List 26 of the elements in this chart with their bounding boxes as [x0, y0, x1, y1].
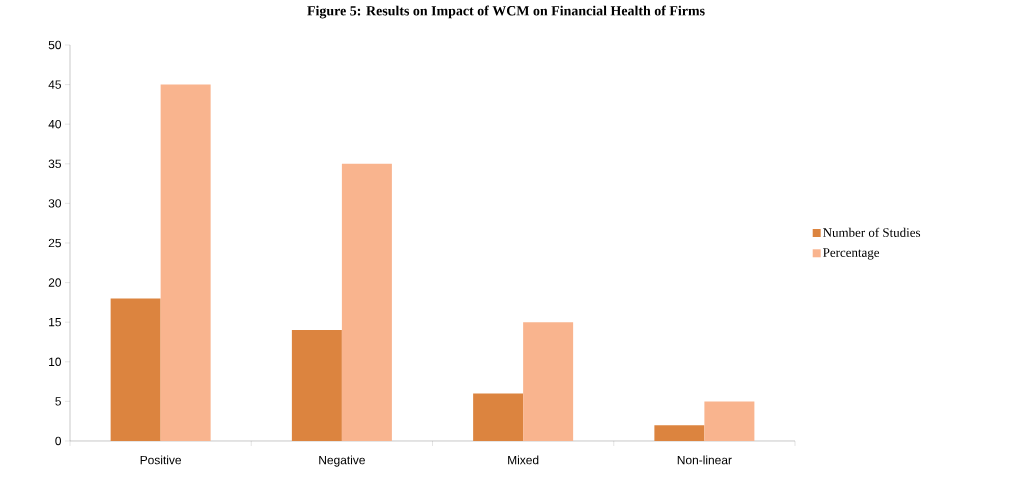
legend-label: Percentage	[823, 248, 880, 260]
chart-title: Figure 5: Results on Impact of WCM on Financial Health of Firms	[307, 5, 705, 19]
bar	[704, 401, 755, 441]
x-tick-label: Negative	[319, 455, 365, 467]
bar	[110, 298, 161, 441]
bar	[654, 425, 705, 441]
y-tick-label: 5	[55, 397, 61, 406]
bar	[291, 330, 342, 441]
y-tick-label: 35	[48, 159, 61, 169]
y-tick-label: 30	[48, 199, 62, 208]
bar	[473, 393, 524, 441]
y-tick-label: 45	[48, 80, 61, 89]
y-tick-label: 40	[48, 119, 62, 129]
y-tick-label: 15	[49, 318, 61, 327]
bar	[341, 163, 392, 441]
bar	[523, 322, 574, 441]
bar	[160, 84, 211, 441]
y-tick-label: 25	[48, 238, 61, 248]
x-tick-label: Mixed	[508, 455, 539, 465]
x-tick-label: Positive	[140, 455, 182, 465]
y-tick-label: 50	[48, 40, 62, 50]
y-tick-label: 0	[55, 436, 62, 446]
y-tick-label: 20	[48, 278, 62, 287]
y-tick-label: 10	[49, 357, 62, 367]
legend-label: Number of Studies	[823, 227, 921, 237]
x-tick-label: Non-linear	[677, 455, 732, 465]
